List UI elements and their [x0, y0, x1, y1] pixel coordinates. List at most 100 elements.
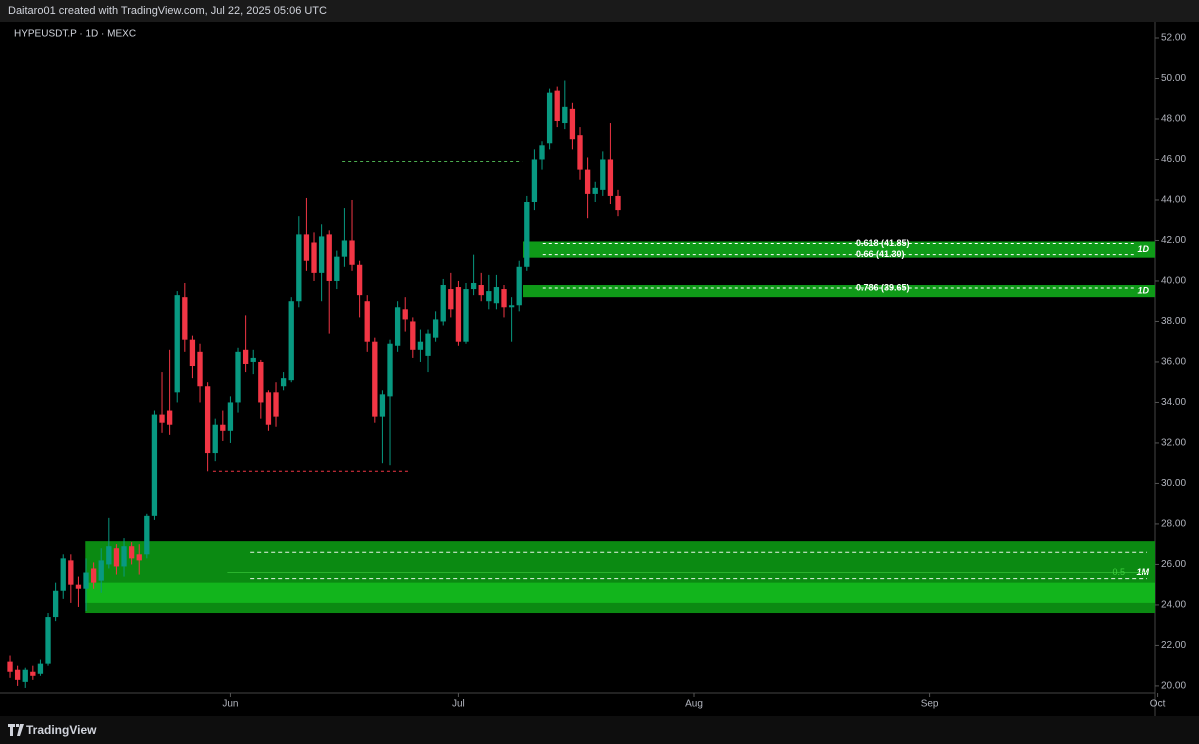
candle-body — [493, 287, 500, 304]
candle-body — [356, 264, 363, 296]
candle-body — [30, 671, 36, 676]
candle-body — [607, 159, 614, 196]
candle-body — [463, 289, 469, 342]
candle-body — [75, 584, 82, 589]
y-tick-label: 26.00 — [1161, 559, 1186, 570]
candle-body — [394, 307, 401, 346]
candle-body — [341, 240, 348, 257]
zone-label: 1M — [1136, 567, 1149, 577]
x-tick-label: Jun — [222, 699, 238, 710]
candle-body — [387, 343, 393, 397]
candle-body — [128, 546, 135, 559]
candle-body — [318, 236, 325, 273]
footer: TradingView — [0, 716, 1199, 744]
y-tick-label: 30.00 — [1161, 478, 1186, 489]
fib-label: 0.786 (39.65) — [856, 282, 910, 292]
candle-body — [250, 357, 256, 362]
y-tick-label: 38.00 — [1161, 316, 1186, 327]
zone-line-label: 0.5 — [1112, 567, 1125, 577]
candle-body — [273, 392, 279, 417]
candle-body — [584, 169, 591, 194]
candle-body — [379, 394, 386, 417]
candle-body — [14, 669, 21, 680]
candle-body — [212, 424, 218, 454]
candle-body — [98, 560, 104, 581]
candle-body — [425, 333, 431, 356]
candle-body — [569, 108, 576, 140]
candle-body — [417, 341, 424, 350]
y-tick-label: 50.00 — [1161, 73, 1186, 84]
candle-body — [235, 351, 241, 403]
plot: 1M 1D 1D 0.5 0.618 (41.85)0.66 (41.30) 0.786 … — [7, 80, 1155, 688]
candle-body — [600, 159, 606, 190]
candle-body — [296, 234, 302, 302]
candle-body — [90, 568, 97, 583]
candle-body — [7, 661, 13, 672]
x-tick-label: Sep — [921, 699, 939, 710]
fib-label: 0.66 (41.30) — [856, 249, 905, 259]
y-tick-label: 22.00 — [1161, 640, 1186, 651]
candle-body — [524, 201, 530, 267]
y-tick-label: 34.00 — [1161, 397, 1186, 408]
candle-body — [470, 282, 477, 290]
candle-body — [22, 669, 28, 682]
candle-body — [113, 548, 120, 567]
logo — [8, 724, 24, 736]
y-tick-label: 44.00 — [1161, 195, 1186, 206]
candle-body — [432, 319, 439, 338]
candle-body — [83, 572, 89, 589]
candle-body — [182, 297, 188, 340]
candle-body — [311, 242, 317, 273]
candle-body — [37, 663, 44, 674]
y-tick-label: 48.00 — [1161, 114, 1186, 125]
candle-body — [326, 234, 332, 281]
candle-body — [334, 256, 340, 281]
candle-body — [227, 402, 234, 431]
y-tick-label: 40.00 — [1161, 276, 1186, 287]
candle-body — [455, 287, 462, 342]
candle-body — [531, 159, 538, 202]
y-tick-label: 46.00 — [1161, 154, 1186, 165]
candle-body — [60, 558, 66, 591]
y-tick-label: 42.00 — [1161, 235, 1186, 246]
candle-body — [539, 145, 545, 160]
candle-body — [577, 135, 583, 170]
candle-body — [52, 590, 59, 618]
candle-body — [288, 301, 294, 381]
y-tick-label: 24.00 — [1161, 600, 1186, 611]
zone — [85, 582, 1155, 603]
candle-body — [68, 560, 74, 585]
candle-body — [45, 617, 51, 664]
candle-body — [159, 414, 165, 423]
candle-body — [615, 195, 621, 211]
fib-label: 0.618 (41.85) — [856, 238, 910, 248]
candle-body — [516, 266, 522, 306]
candle-body — [106, 546, 112, 565]
zone — [523, 285, 1155, 298]
candle-body — [197, 351, 203, 387]
x-tick-label: Oct — [1150, 699, 1166, 710]
candle-body — [258, 361, 264, 403]
x-tick-label: Aug — [685, 699, 703, 710]
x-tick-label: Jul — [452, 699, 465, 710]
candle-body — [280, 378, 287, 387]
candle-body — [448, 289, 454, 310]
chart: HYPEUSDT.P · 1D · MEXC 1M 1D 1D 0.5 0.618 (4… — [0, 22, 1186, 716]
y-tick-label: 20.00 — [1161, 681, 1186, 692]
candle-body — [242, 349, 249, 364]
zone-label: 1D — [1137, 285, 1149, 295]
candle-body — [440, 285, 446, 322]
candle-body — [410, 321, 416, 350]
zone-label: 1D — [1137, 244, 1149, 254]
candle-body — [144, 515, 150, 555]
candle-body — [372, 341, 378, 417]
brand: TradingView — [26, 723, 97, 737]
candle-body — [220, 424, 226, 431]
candle-body — [508, 305, 515, 308]
y-tick-label: 52.00 — [1161, 33, 1186, 44]
candle-body — [486, 291, 492, 302]
candle-body — [174, 295, 180, 393]
candle-body — [189, 339, 196, 367]
candle-body — [349, 240, 355, 265]
